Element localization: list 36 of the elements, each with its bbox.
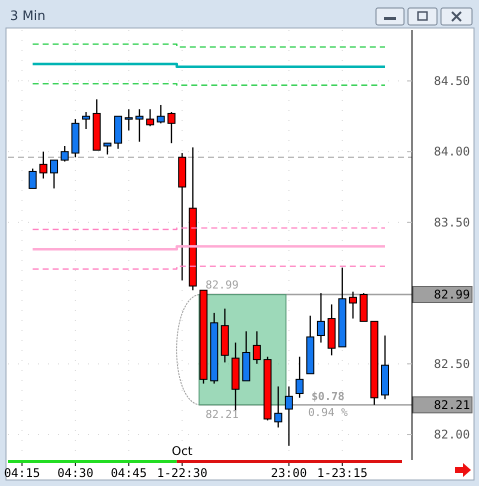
chart-title: 3 Min (10, 9, 46, 24)
candlestick (50, 159, 58, 190)
y-tick-label: 84.50 (434, 74, 470, 88)
candlestick (124, 108, 133, 132)
annotation: Oct (172, 444, 193, 458)
candlestick (39, 150, 48, 180)
candlestick (252, 330, 261, 364)
x-tick-label: 23:00 (270, 466, 307, 480)
x-tick-label: 04:45 (110, 466, 147, 480)
candlestick (348, 291, 357, 320)
x-tick-label: 1-22:30 (156, 466, 208, 480)
x-tick-label: 04:30 (57, 466, 94, 480)
annotation: $0.78 (311, 390, 345, 403)
candlestick (284, 386, 293, 447)
annotation: 82.99 (206, 278, 239, 292)
annotation: 0.94 % (308, 406, 348, 419)
ref-line-label: 82.99 (434, 288, 470, 302)
candlestick (274, 386, 282, 428)
x-tick-label: 1-23:15 (317, 466, 368, 480)
candlestick (167, 111, 176, 144)
candlestick (156, 104, 165, 124)
candlestick (135, 108, 144, 142)
candlestick (103, 142, 112, 156)
y-tick-label: 83.50 (434, 215, 470, 230)
y-tick-label: 84.00 (434, 144, 470, 159)
candlestick (60, 145, 69, 162)
candlestick (296, 356, 304, 398)
x-tick-label: 04:15 (4, 466, 40, 480)
y-tick-label: 82.00 (434, 428, 470, 442)
y-tick-label: 82.50 (434, 356, 470, 371)
candlestick (28, 168, 37, 190)
candlestick (82, 111, 90, 130)
candlestick (316, 292, 325, 344)
ref-line-label: 82.21 (434, 398, 470, 412)
candlestick (146, 108, 154, 127)
annotation: 82.21 (206, 408, 239, 421)
